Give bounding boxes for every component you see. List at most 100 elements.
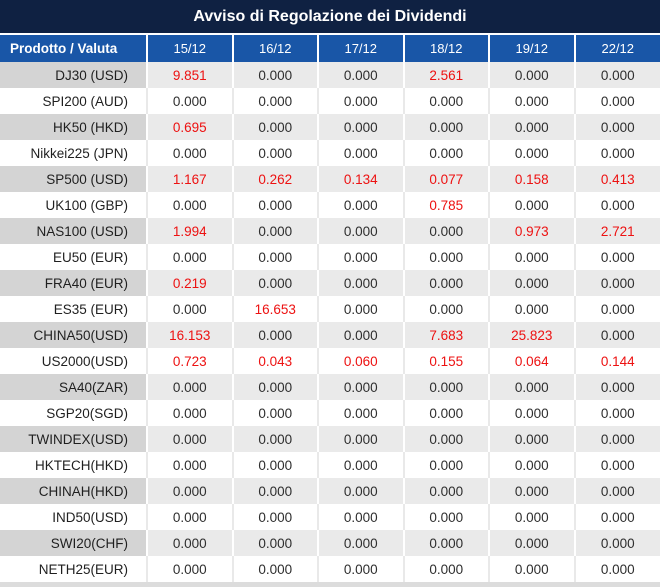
table-row: US2000(USD) 0.723 0.043 0.060 0.155 0.064 0.14… bbox=[0, 348, 660, 374]
table-row: HK50 (HKD) 0.695 0.000 0.000 0.000 0.000 0.000 bbox=[0, 114, 660, 140]
table-row: HKTECH(HKD) 0.000 0.000 0.000 0.000 0.000 0.00… bbox=[0, 452, 660, 478]
value-cell: 0.413 bbox=[574, 166, 660, 192]
product-cell: EU50 (EUR) bbox=[0, 244, 148, 270]
value-cell: 0.064 bbox=[489, 348, 576, 374]
value-cell: 16.653 bbox=[232, 296, 319, 322]
value-cell: 0.000 bbox=[318, 530, 405, 556]
value-cell: 0.695 bbox=[147, 114, 234, 140]
table-row: CHINAH(HKD) 0.000 0.000 0.000 0.000 0.000 0.00… bbox=[0, 478, 660, 504]
value-cell: 0.000 bbox=[232, 270, 319, 296]
product-cell: NAS100 (USD) bbox=[0, 218, 148, 244]
value-cell: 0.000 bbox=[489, 478, 576, 504]
table-row: Nikkei225 (JPN) 0.000 0.000 0.000 0.000 0.000… bbox=[0, 140, 660, 166]
value-cell: 0.000 bbox=[574, 192, 660, 218]
product-cell: HKTECH(HKD) bbox=[0, 452, 148, 478]
value-cell: 0.000 bbox=[574, 478, 660, 504]
value-cell: 0.000 bbox=[318, 478, 405, 504]
value-cell: 7.683 bbox=[403, 322, 490, 348]
value-cell: 0.144 bbox=[574, 348, 660, 374]
product-cell: IND50(USD) bbox=[0, 504, 148, 530]
value-cell: 0.000 bbox=[318, 88, 405, 114]
value-cell: 0.000 bbox=[147, 478, 234, 504]
value-cell: 0.000 bbox=[403, 504, 490, 530]
value-cell: 0.000 bbox=[403, 88, 490, 114]
value-cell: 0.000 bbox=[318, 426, 405, 452]
product-cell: SA40(ZAR) bbox=[0, 374, 148, 400]
value-cell: 0.000 bbox=[574, 322, 660, 348]
product-cell: SPI200 (AUD) bbox=[0, 88, 148, 114]
value-cell: 0.000 bbox=[318, 270, 405, 296]
value-cell: 0.000 bbox=[318, 504, 405, 530]
value-cell: 0.158 bbox=[489, 166, 576, 192]
value-cell: 0.000 bbox=[403, 296, 490, 322]
value-cell: 0.000 bbox=[232, 478, 319, 504]
value-cell: 0.000 bbox=[318, 114, 405, 140]
value-cell: 0.785 bbox=[403, 192, 490, 218]
value-cell: 0.000 bbox=[489, 192, 576, 218]
value-cell: 0.000 bbox=[574, 400, 660, 426]
column-header-date: 19/12 bbox=[489, 35, 576, 62]
product-cell: US2000(USD) bbox=[0, 348, 148, 374]
product-cell: FRA40 (EUR) bbox=[0, 270, 148, 296]
value-cell: 0.723 bbox=[147, 348, 234, 374]
table-row: SGP20(SGD) 0.000 0.000 0.000 0.000 0.000 0.000 bbox=[0, 400, 660, 426]
table-row: SWI20(CHF) 0.000 0.000 0.000 0.000 0.000 0.000 bbox=[0, 530, 660, 556]
value-cell: 0.000 bbox=[489, 556, 576, 582]
value-cell: 0.060 bbox=[318, 348, 405, 374]
value-cell: 0.000 bbox=[574, 374, 660, 400]
table-row: EU50 (EUR) 0.000 0.000 0.000 0.000 0.000 0.000 bbox=[0, 244, 660, 270]
value-cell: 0.000 bbox=[489, 530, 576, 556]
table-row: SA40(ZAR) 0.000 0.000 0.000 0.000 0.000 0.000 bbox=[0, 374, 660, 400]
value-cell: 0.000 bbox=[147, 452, 234, 478]
value-cell: 0.000 bbox=[232, 322, 319, 348]
value-cell: 0.000 bbox=[147, 556, 234, 582]
value-cell: 0.000 bbox=[147, 88, 234, 114]
product-cell: HK50 (HKD) bbox=[0, 114, 148, 140]
value-cell: 0.000 bbox=[574, 426, 660, 452]
page-title: Avviso di Regolazione dei Dividendi bbox=[0, 0, 660, 33]
column-header-product: Prodotto / Valuta bbox=[0, 35, 148, 62]
product-cell: CHINA50(USD) bbox=[0, 322, 148, 348]
value-cell: 0.000 bbox=[489, 452, 576, 478]
value-cell: 0.000 bbox=[574, 296, 660, 322]
value-cell: 0.000 bbox=[318, 556, 405, 582]
value-cell: 0.000 bbox=[574, 530, 660, 556]
value-cell: 0.000 bbox=[574, 62, 660, 88]
value-cell: 0.000 bbox=[403, 244, 490, 270]
table-row: SPI200 (AUD) 0.000 0.000 0.000 0.000 0.000 0.0… bbox=[0, 88, 660, 114]
product-cell: UK100 (GBP) bbox=[0, 192, 148, 218]
value-cell: 0.000 bbox=[232, 140, 319, 166]
value-cell: 0.000 bbox=[574, 270, 660, 296]
value-cell: 0.000 bbox=[232, 400, 319, 426]
value-cell: 0.000 bbox=[403, 556, 490, 582]
value-cell: 0.000 bbox=[318, 244, 405, 270]
value-cell: 0.000 bbox=[574, 114, 660, 140]
value-cell: 0.000 bbox=[403, 218, 490, 244]
value-cell: 0.000 bbox=[489, 140, 576, 166]
value-cell: 0.000 bbox=[232, 192, 319, 218]
column-header-date: 15/12 bbox=[147, 35, 234, 62]
value-cell: 0.973 bbox=[489, 218, 576, 244]
value-cell: 0.000 bbox=[489, 244, 576, 270]
value-cell: 0.000 bbox=[147, 374, 234, 400]
value-cell: 0.000 bbox=[147, 244, 234, 270]
value-cell: 0.000 bbox=[318, 296, 405, 322]
bottom-strip bbox=[0, 582, 660, 587]
value-cell: 0.000 bbox=[318, 322, 405, 348]
value-cell: 0.000 bbox=[489, 504, 576, 530]
value-cell: 0.000 bbox=[574, 452, 660, 478]
value-cell: 0.000 bbox=[489, 62, 576, 88]
column-header-date: 22/12 bbox=[574, 35, 660, 62]
product-cell: SGP20(SGD) bbox=[0, 400, 148, 426]
value-cell: 2.561 bbox=[403, 62, 490, 88]
table-header-row: Prodotto / Valuta 15/12 16/12 17/12 18/12 19… bbox=[0, 35, 660, 62]
value-cell: 0.077 bbox=[403, 166, 490, 192]
value-cell: 0.000 bbox=[574, 140, 660, 166]
value-cell: 0.000 bbox=[489, 374, 576, 400]
product-cell: SWI20(CHF) bbox=[0, 530, 148, 556]
value-cell: 0.000 bbox=[232, 504, 319, 530]
value-cell: 0.000 bbox=[232, 244, 319, 270]
value-cell: 0.000 bbox=[489, 114, 576, 140]
value-cell: 0.000 bbox=[147, 426, 234, 452]
value-cell: 0.000 bbox=[318, 192, 405, 218]
